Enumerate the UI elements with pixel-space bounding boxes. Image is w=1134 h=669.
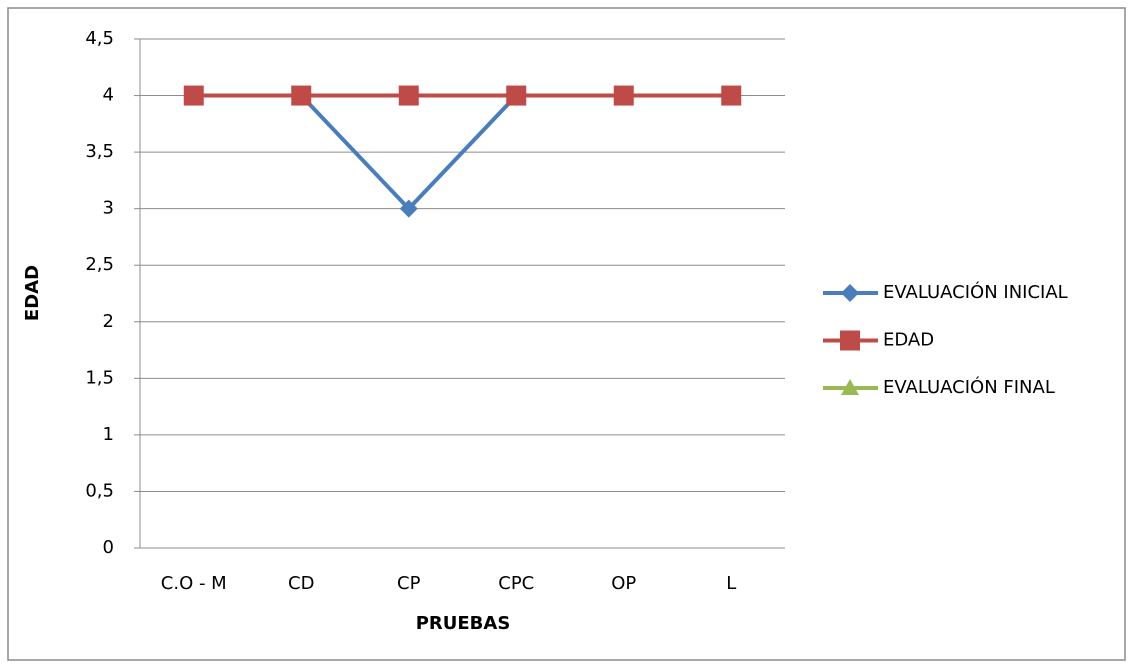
chart-frame (7, 7, 1126, 661)
y-tick-label: 3,5 (85, 141, 114, 162)
y-tick-label: 0,5 (85, 480, 114, 501)
legend-marker (840, 330, 860, 351)
data-point (183, 85, 204, 106)
x-tick-label: CPC (498, 573, 534, 594)
x-tick-label: CD (288, 573, 314, 594)
x-tick-label: OP (611, 573, 636, 594)
data-point (399, 199, 418, 218)
data-point (291, 85, 312, 106)
y-tick-label: 2 (103, 311, 114, 332)
legend-label: EVALUACIÓN FINAL (883, 376, 1055, 398)
data-point (721, 85, 742, 106)
y-tick-label: 3 (103, 198, 114, 219)
data-point (613, 85, 634, 106)
y-tick-label: 4,5 (85, 28, 114, 49)
legend-marker (841, 284, 859, 302)
data-point (398, 85, 419, 106)
legend-label: EDAD (883, 330, 934, 351)
x-tick-label: L (726, 573, 736, 594)
x-axis-title: PRUEBAS (416, 613, 511, 634)
y-tick-label: 0 (103, 537, 114, 558)
y-tick-label: 1,5 (85, 367, 114, 388)
x-tick-label: C.O - M (161, 573, 227, 594)
y-tick-label: 2,5 (85, 254, 114, 275)
y-tick-label: 4 (103, 85, 114, 106)
x-tick-label: CP (397, 573, 421, 594)
legend-marker (841, 379, 859, 395)
y-axis-title: EDAD (22, 265, 43, 321)
data-point (506, 85, 527, 106)
legend-label: EVALUACIÓN INICIAL (883, 281, 1068, 303)
y-tick-label: 1 (103, 424, 114, 445)
